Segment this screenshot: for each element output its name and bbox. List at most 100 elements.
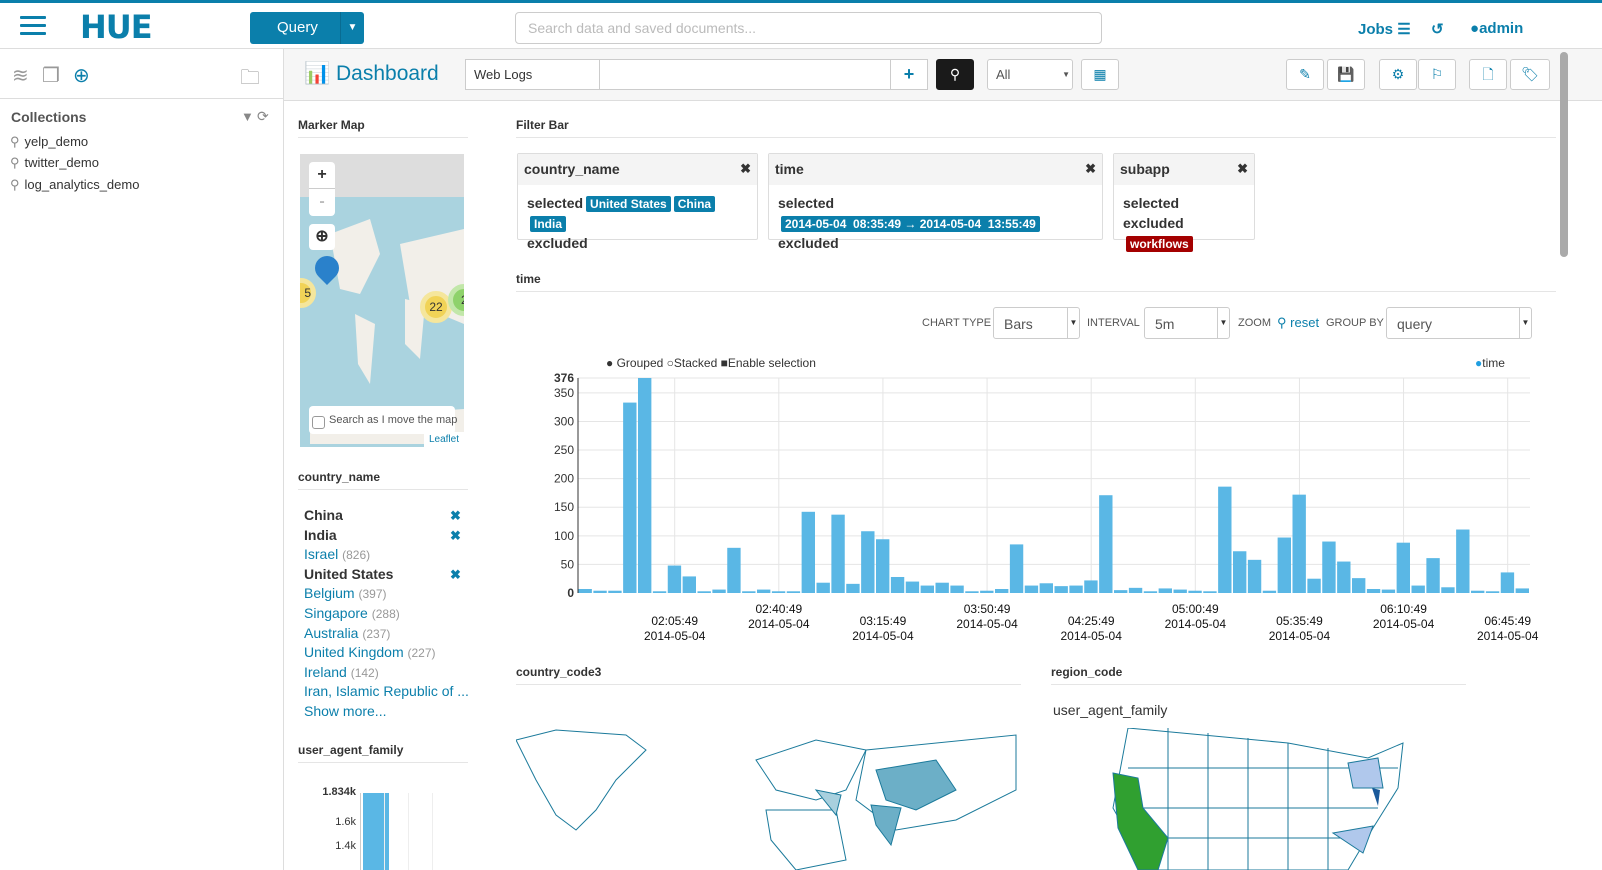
- edit-button[interactable]: ✎: [1286, 59, 1324, 90]
- bar[interactable]: [1158, 588, 1172, 593]
- refresh-icon[interactable]: ⟳: [257, 108, 269, 124]
- bar[interactable]: [786, 591, 801, 593]
- bar[interactable]: [1143, 591, 1158, 593]
- jobs-link[interactable]: Jobs ☰: [1358, 20, 1411, 38]
- facet-item[interactable]: United States: [304, 566, 393, 582]
- facet-item[interactable]: Ireland (142): [304, 664, 379, 680]
- bar[interactable]: [1099, 495, 1113, 593]
- facet-item[interactable]: Belgium (397): [304, 585, 387, 601]
- bar[interactable]: [593, 590, 607, 593]
- interval-select[interactable]: 5m ▼: [1144, 307, 1230, 339]
- bar[interactable]: [623, 402, 637, 593]
- filter-tag[interactable]: 2014-05-04 08:35:49 → 2014-05-04 13:55:4…: [781, 216, 1040, 232]
- bar[interactable]: [1247, 559, 1262, 593]
- facet-item[interactable]: Israel (826): [304, 546, 370, 562]
- bar[interactable]: [1173, 589, 1187, 593]
- marker-map[interactable]: +- ⊕ 5 22 2 Search as I move the map Lea…: [300, 154, 464, 447]
- bar[interactable]: [1188, 590, 1202, 593]
- hue-logo[interactable]: HUE: [80, 8, 153, 46]
- search-plus-icon[interactable]: ⊕: [73, 65, 90, 87]
- bar[interactable]: [980, 590, 994, 593]
- bar[interactable]: [771, 591, 786, 593]
- bar[interactable]: [667, 565, 682, 593]
- bar[interactable]: [682, 576, 696, 593]
- bookmark-button[interactable]: ⚐: [1418, 59, 1456, 90]
- time-filter-select[interactable]: All ▼: [987, 59, 1073, 90]
- zoom-reset-link[interactable]: ⚲ reset: [1277, 315, 1319, 331]
- group-by-select[interactable]: query ▼: [1386, 307, 1532, 339]
- bar[interactable]: [1233, 551, 1247, 593]
- tags-button[interactable]: 🏷: [1510, 59, 1550, 90]
- bar[interactable]: [712, 589, 726, 593]
- bar[interactable]: [1292, 494, 1306, 593]
- zoom-in-button[interactable]: +: [317, 166, 327, 183]
- bar[interactable]: [876, 539, 890, 593]
- facet-item[interactable]: China: [304, 507, 343, 523]
- search-button[interactable]: ⚲: [936, 59, 974, 90]
- bar[interactable]: [935, 582, 949, 593]
- bar[interactable]: [995, 588, 1009, 593]
- global-search-input[interactable]: Search data and saved documents...: [515, 12, 1102, 44]
- enable-selection-checkbox[interactable]: ■Enable selection: [720, 356, 816, 370]
- bar[interactable]: [1352, 578, 1366, 593]
- calendar-button[interactable]: ▦: [1081, 59, 1119, 90]
- time-bar-chart[interactable]: 05010015020025030035037602:05:492014-05-…: [540, 368, 1550, 648]
- bar[interactable]: [578, 588, 592, 593]
- bar[interactable]: [1024, 585, 1039, 593]
- collection-item[interactable]: ⚲ yelp_demo: [10, 134, 88, 150]
- bar[interactable]: [1500, 572, 1515, 593]
- hamburger-menu-icon[interactable]: [20, 16, 46, 36]
- bar[interactable]: [1054, 586, 1068, 593]
- remove-filter-icon[interactable]: ✖: [450, 527, 461, 543]
- bar[interactable]: [1396, 542, 1410, 593]
- chart-legend[interactable]: ●time: [1475, 356, 1505, 370]
- filter-tag[interactable]: United States: [586, 196, 671, 212]
- bar[interactable]: [757, 589, 771, 593]
- facet-item[interactable]: United Kingdom (227): [304, 644, 436, 660]
- bar[interactable]: [920, 585, 934, 593]
- bar[interactable]: [801, 511, 815, 593]
- close-icon[interactable]: ✖: [1237, 161, 1248, 176]
- bar[interactable]: [742, 591, 756, 593]
- bar[interactable]: [831, 514, 845, 593]
- remove-filter-icon[interactable]: ✖: [450, 566, 461, 582]
- close-icon[interactable]: ✖: [740, 161, 751, 176]
- bar[interactable]: [1128, 587, 1143, 593]
- bar[interactable]: [1366, 588, 1381, 593]
- filter-tag[interactable]: India: [530, 216, 567, 232]
- grouped-radio[interactable]: ● Grouped: [606, 356, 664, 370]
- checkbox[interactable]: [312, 416, 325, 429]
- query-button[interactable]: Query ▼: [250, 12, 364, 44]
- leaflet-attribution[interactable]: Leaflet: [423, 432, 464, 447]
- bar[interactable]: [1322, 541, 1336, 593]
- query-input[interactable]: [599, 59, 891, 90]
- search-as-move-checkbox[interactable]: Search as I move the map: [309, 406, 457, 434]
- remove-filter-icon[interactable]: ✖: [450, 508, 461, 523]
- collection-item[interactable]: ⚲ log_analytics_demo: [10, 177, 139, 193]
- bar[interactable]: [965, 591, 979, 593]
- bar[interactable]: [652, 591, 667, 593]
- database-icon[interactable]: ≋: [12, 65, 29, 87]
- caret-down-icon[interactable]: ▼: [340, 12, 364, 44]
- bar[interactable]: [1515, 588, 1529, 593]
- bar[interactable]: [1009, 544, 1024, 593]
- show-more-link[interactable]: Show more...: [304, 703, 387, 719]
- filter-tag-excluded[interactable]: workflows: [1126, 236, 1193, 252]
- history-icon[interactable]: ↺: [1431, 21, 1444, 38]
- bar[interactable]: [1411, 585, 1425, 593]
- bar[interactable]: [1277, 537, 1291, 593]
- bar[interactable]: [608, 590, 622, 593]
- new-document-button[interactable]: 🗋: [1469, 59, 1507, 90]
- stacked-radio[interactable]: ○Stacked: [666, 356, 718, 370]
- map-cluster[interactable]: 22: [420, 291, 452, 323]
- folder-open-icon[interactable]: 🗀: [240, 67, 260, 89]
- bar[interactable]: [861, 531, 875, 593]
- world-choropleth-map[interactable]: [516, 720, 1018, 870]
- documents-icon[interactable]: ❐: [42, 65, 60, 87]
- collection-item[interactable]: ⚲ twitter_demo: [10, 155, 99, 171]
- close-icon[interactable]: ✖: [1085, 161, 1096, 176]
- zoom-out-button[interactable]: -: [309, 188, 335, 215]
- bar[interactable]: [727, 547, 741, 593]
- facet-item[interactable]: Iran, Islamic Republic of ...: [304, 683, 469, 699]
- zoom-search-icon[interactable]: ⊕: [309, 224, 335, 250]
